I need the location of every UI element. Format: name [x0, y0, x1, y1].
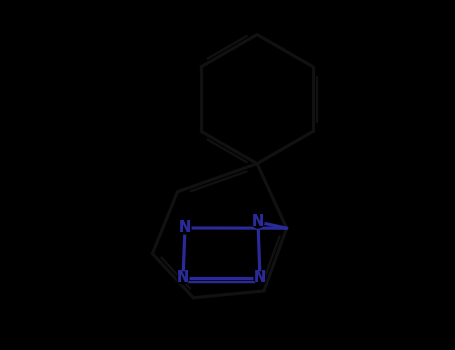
Text: N: N	[179, 220, 191, 236]
Circle shape	[254, 272, 266, 284]
Text: N: N	[252, 215, 264, 230]
Text: N: N	[177, 271, 189, 286]
Circle shape	[252, 216, 264, 228]
Circle shape	[177, 272, 189, 284]
Text: N: N	[179, 220, 191, 236]
Text: N: N	[254, 271, 266, 286]
Text: N: N	[254, 271, 266, 286]
Text: N: N	[177, 271, 189, 286]
Text: N: N	[252, 215, 264, 230]
Circle shape	[179, 222, 191, 234]
